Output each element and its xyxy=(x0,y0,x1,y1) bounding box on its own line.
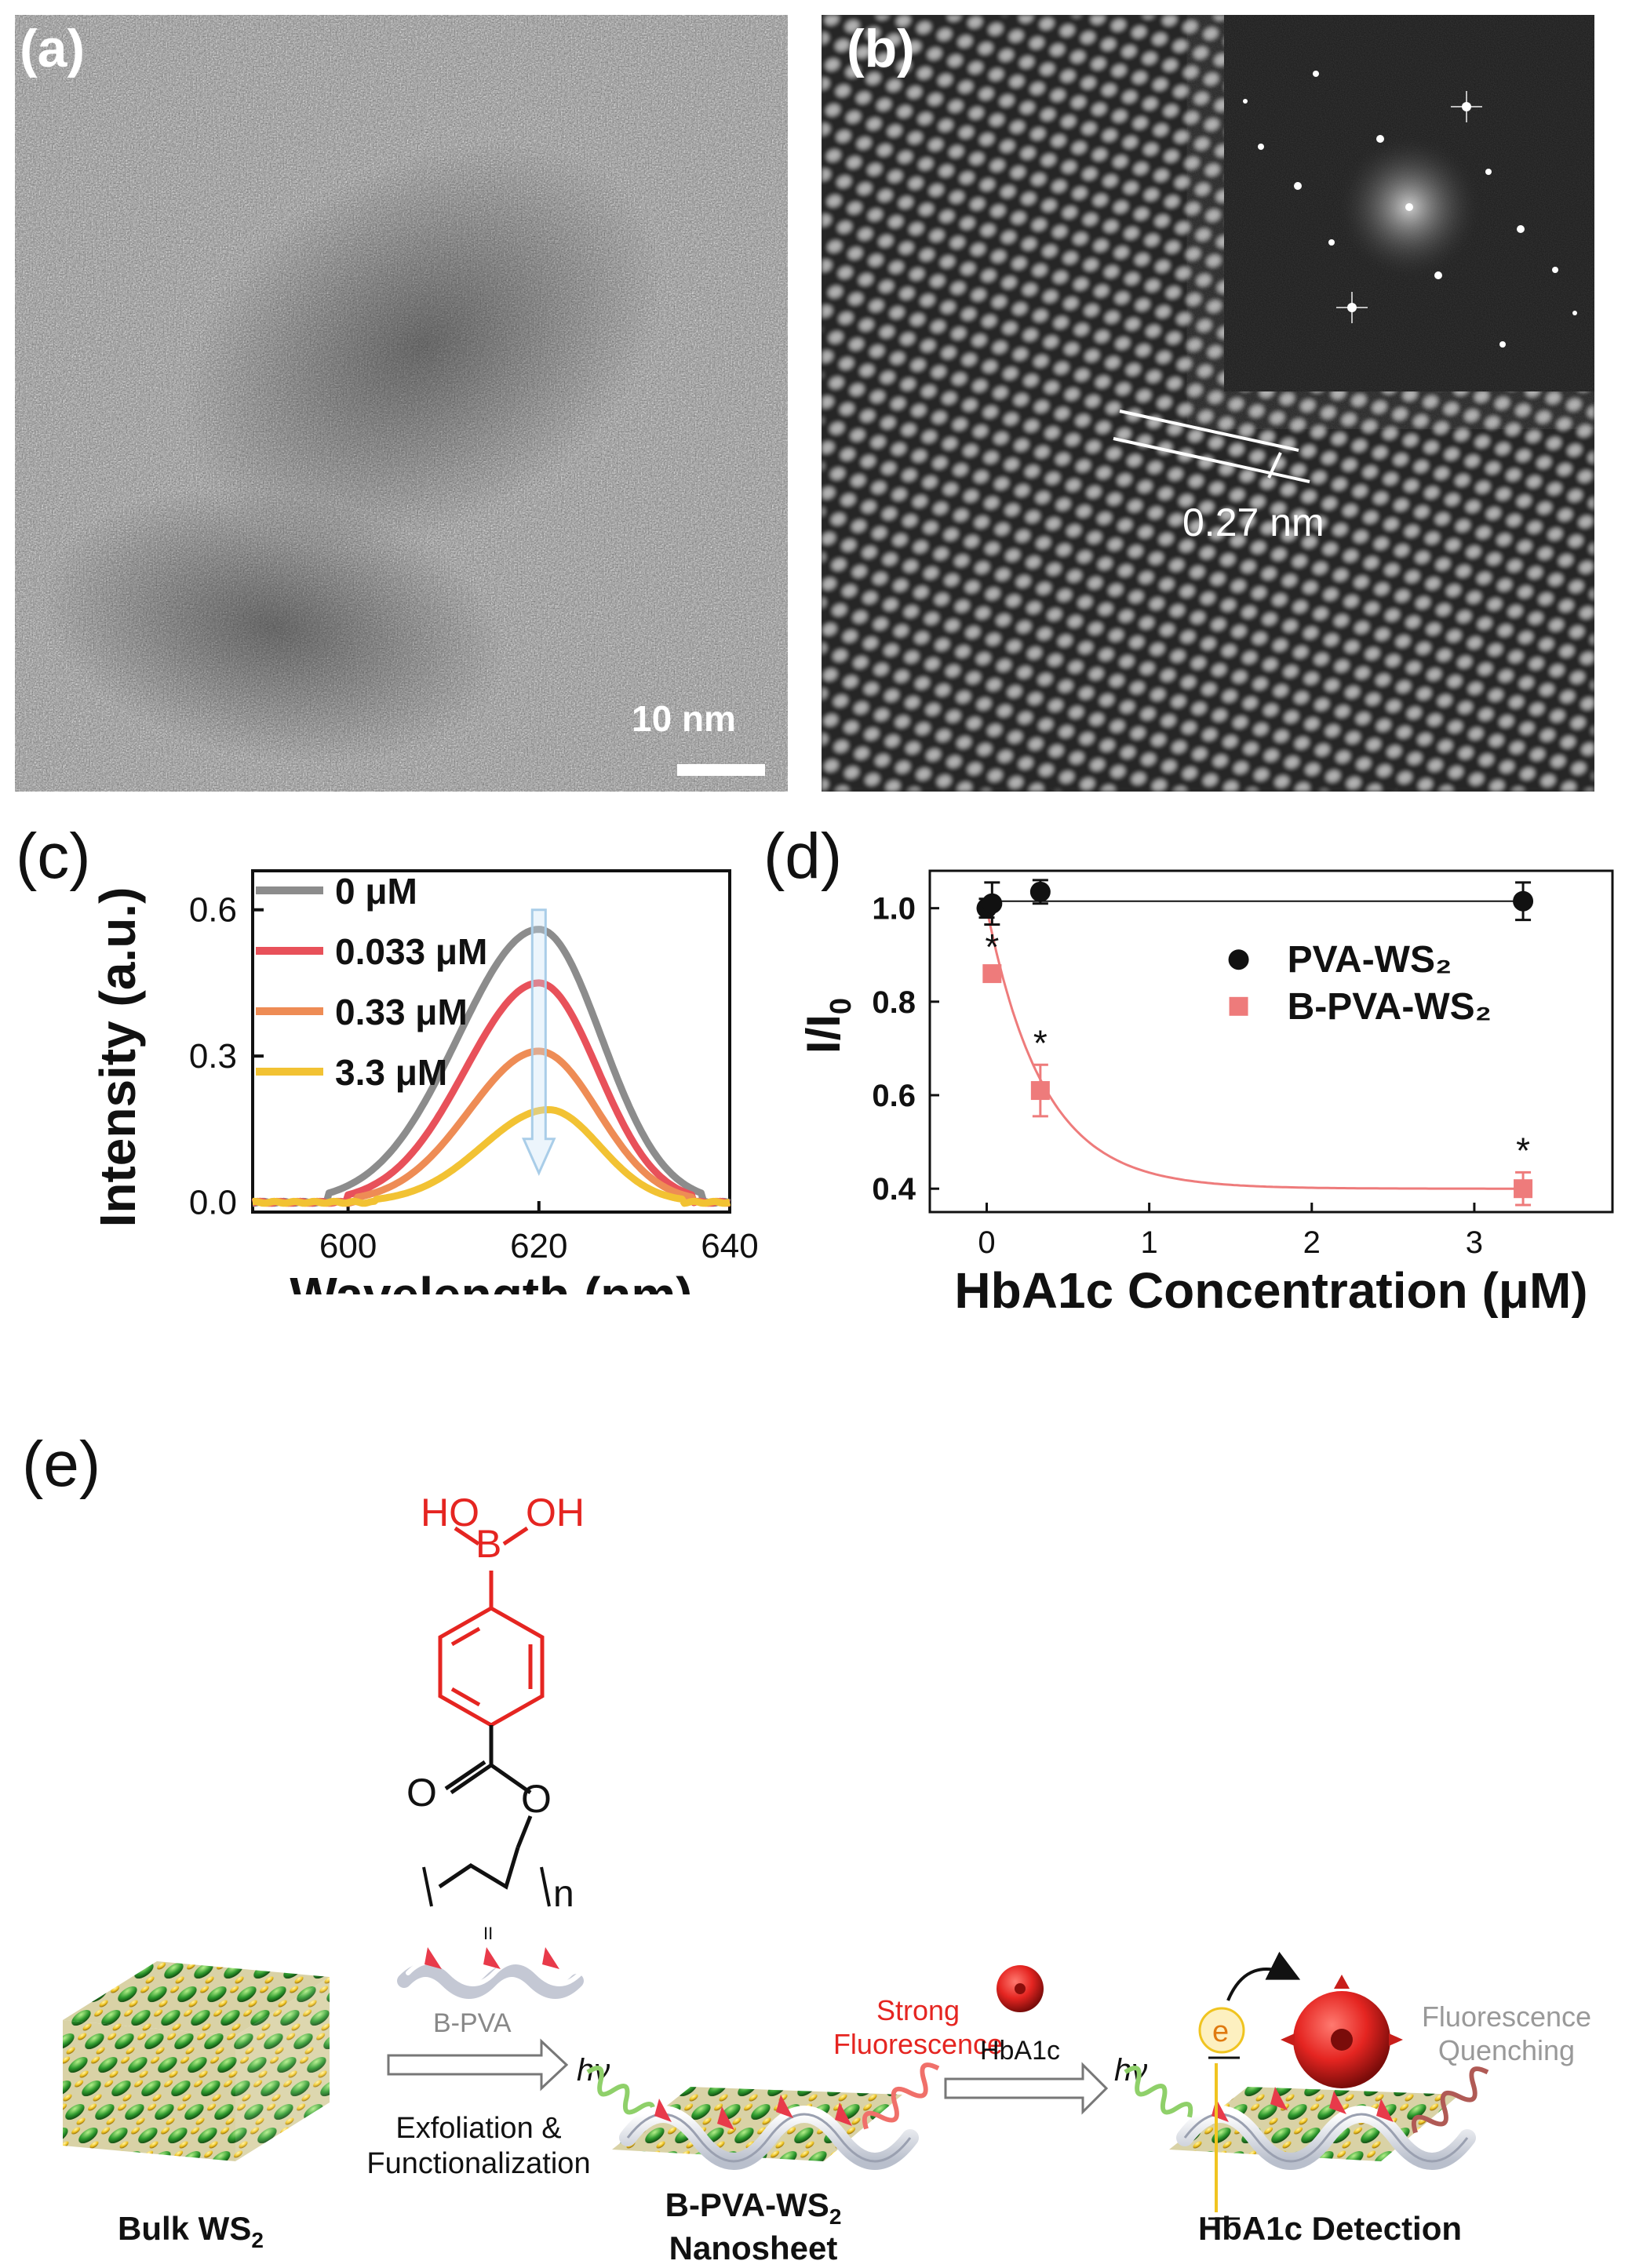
svg-text:B: B xyxy=(475,1522,501,1566)
legend-label: 0 μM xyxy=(335,871,417,912)
y-tick-label: 0.0 xyxy=(189,1184,237,1222)
data-point-bpva xyxy=(1514,1179,1533,1199)
y-axis-label: Intensity (a.u.) xyxy=(89,887,146,1228)
hba1c-molecule-center xyxy=(1015,1983,1026,1994)
bpva-ribbon xyxy=(397,1947,584,1999)
svg-text:O: O xyxy=(406,1771,437,1815)
data-point-bpva xyxy=(1030,1081,1050,1101)
spectrum-curve xyxy=(251,1106,731,1207)
legend-marker xyxy=(1229,996,1248,1016)
strong-label-line2: Fluorescence xyxy=(833,2028,1003,2060)
excitation-wave-2 xyxy=(1124,2066,1193,2118)
legend-label: 3.3 μM xyxy=(335,1052,447,1093)
fit-curve-bpva xyxy=(986,908,1520,1190)
detection-label: HbA1c Detection xyxy=(1198,2210,1462,2247)
x-tick-label: 0 xyxy=(978,1225,995,1260)
svg-text:OH: OH xyxy=(526,1491,585,1534)
tem-texture xyxy=(15,15,788,792)
electron-label: e xyxy=(1212,2015,1229,2048)
hba1c-molecule-large xyxy=(1281,1975,1403,2088)
panel-b-hrtem-image: (b) 0.27 nm xyxy=(822,15,1594,792)
bpva-ws2-nanosheet xyxy=(612,2087,919,2170)
significance-star: * xyxy=(985,926,999,967)
panel-label-e: (e) xyxy=(22,1429,101,1500)
legend-label: 0.33 μM xyxy=(335,992,468,1032)
legend-label: 0.033 μM xyxy=(335,931,487,972)
electron-icon xyxy=(1198,2007,1245,2054)
svg-text:II: II xyxy=(483,1924,493,1943)
x-tick-label: 600 xyxy=(319,1227,377,1265)
quench-label-line1: Fluorescence xyxy=(1422,2000,1591,2033)
strong-label-line1: Strong xyxy=(876,1994,960,2026)
chart-c-spectra: 600 620 640 0.0 0.3 0.6 Wavelength (nm) Intensi… xyxy=(89,869,759,1294)
svg-text:n: n xyxy=(553,1873,574,1915)
chart-d-quenching: 0 1 2 3 0.4 0.6 0.8 1.0 HbA1c Concentration (μM)… xyxy=(797,869,1614,1318)
plot-frame xyxy=(928,869,1614,1214)
emission-wave-strong xyxy=(862,2062,940,2130)
nanosheet-shadow xyxy=(41,489,507,765)
bulk-ws2-crystal xyxy=(63,1961,330,2161)
data-point-pva xyxy=(1029,881,1051,902)
x-tick-label: 640 xyxy=(701,1227,758,1265)
detection-nanosheet xyxy=(1169,2087,1476,2170)
legend-label: B-PVA-WS₂ xyxy=(1288,986,1492,1028)
x-tick-label: 3 xyxy=(1466,1225,1483,1260)
legend-label: PVA-WS₂ xyxy=(1288,939,1452,981)
data-point-pva xyxy=(982,893,1003,914)
d-spacing-lines xyxy=(1113,410,1310,483)
x-tick-label: 2 xyxy=(1303,1225,1321,1260)
legend-marker xyxy=(1228,949,1249,970)
quench-label-line2: Quenching xyxy=(1438,2034,1575,2066)
spectrum-curve xyxy=(251,926,731,1207)
scale-bar xyxy=(677,764,765,776)
electron-transfer xyxy=(1198,1951,1301,2220)
nanosheet-label: B-PVA-WS2 xyxy=(665,2186,842,2229)
svg-text:HO: HO xyxy=(421,1491,479,1534)
y-tick-label: 0.8 xyxy=(872,985,916,1020)
x-axis-label: Wavelength (nm) xyxy=(290,1267,692,1294)
decrease-arrow xyxy=(522,908,556,1176)
panel-label-b: (b) xyxy=(847,19,915,78)
y-tick-label: 1.0 xyxy=(872,892,916,926)
d-spacing-label: 0.27 nm xyxy=(1182,501,1324,544)
step1-label-line2: Functionalization xyxy=(366,2147,590,2180)
significance-star: * xyxy=(1033,1022,1048,1063)
chem-labels: HO B OH O O n II xyxy=(406,1491,585,1943)
nanosheet-label-line2: Nanosheet xyxy=(669,2230,838,2266)
y-tick-label: 0.4 xyxy=(872,1172,916,1207)
hba1c-label: HbA1c xyxy=(980,2036,1060,2066)
scale-bar-label: 10 nm xyxy=(632,698,736,739)
panel-label-a: (a) xyxy=(20,19,86,78)
step-arrow-1 xyxy=(387,2038,569,2091)
y-axis-label: I/I0 xyxy=(797,998,858,1054)
data-point-pva xyxy=(1513,890,1534,912)
nanosheet-shadow xyxy=(180,141,665,548)
x-axis-label: HbA1c Concentration (μM) xyxy=(954,1262,1587,1318)
spectrum-curve xyxy=(251,1047,731,1207)
excitation-wave-1 xyxy=(586,2066,656,2118)
significance-star: * xyxy=(1516,1130,1530,1170)
x-tick-label: 620 xyxy=(510,1227,567,1265)
y-tick-label: 0.6 xyxy=(189,891,237,930)
fft-inset xyxy=(1224,15,1594,391)
step-arrow-2 xyxy=(944,2062,1109,2115)
svg-text:O: O xyxy=(521,1777,552,1821)
plot-frame xyxy=(251,869,731,1214)
y-tick-label: 0.6 xyxy=(872,1079,916,1113)
step1-label-line1: Exfoliation & xyxy=(395,2112,561,2145)
spectrum-curve xyxy=(251,979,731,1207)
y-tick-label: 0.3 xyxy=(189,1037,237,1076)
data-point-bpva xyxy=(982,964,1002,984)
emission-wave-quenched xyxy=(1411,2066,1489,2134)
panel-a-tem-image: (a) 10 nm xyxy=(15,15,788,792)
x-tick-label: 1 xyxy=(1141,1225,1158,1260)
bulk-ws2-label: Bulk WS2 xyxy=(118,2210,264,2252)
scheme-e: HO B OH O O n II B-PVA Exfoliation & Fun… xyxy=(63,1491,1591,2266)
hrtem-lattice xyxy=(822,15,1594,792)
panel-label-d: (d) xyxy=(763,821,843,892)
boronic-acid-structure xyxy=(422,1526,551,1907)
bpva-label: B-PVA xyxy=(433,2008,512,2038)
panel-label-c: (c) xyxy=(16,821,91,892)
